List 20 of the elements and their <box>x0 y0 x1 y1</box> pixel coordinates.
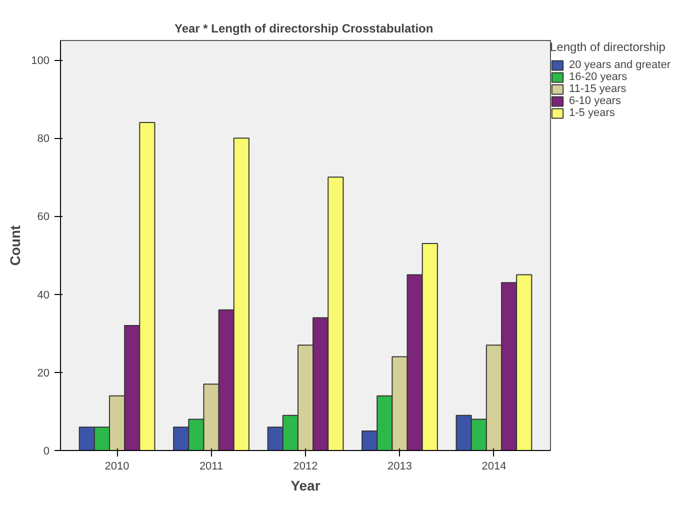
y-tick-label: 100 <box>31 55 50 68</box>
legend-label: 1-5 years <box>569 107 615 119</box>
legend-title: Length of directorship <box>550 40 666 54</box>
x-axis-title: Year <box>290 478 321 494</box>
legend-label: 11-15 years <box>569 83 626 95</box>
x-tick-label: 2014 <box>482 460 506 472</box>
chart-title: Year * Length of directorship Crosstabulation <box>174 22 434 36</box>
legend-label: 16-20 years <box>569 71 628 83</box>
x-tick-label: 2013 <box>387 460 412 472</box>
y-tick-label: 60 <box>37 211 50 224</box>
x-tick-label: 2012 <box>293 460 318 472</box>
x-tick-label: 2010 <box>104 460 130 472</box>
y-tick-label: 80 <box>37 133 50 146</box>
y-tick-label: 20 <box>37 367 50 380</box>
y-axis-title: Count <box>7 224 24 266</box>
y-tick-label: 0 <box>43 446 50 458</box>
legend-label: 20 years and greater <box>569 59 671 71</box>
legend-label: 6-10 years <box>569 95 621 107</box>
y-tick-label: 40 <box>37 289 50 302</box>
x-tick-label: 2011 <box>199 460 224 472</box>
